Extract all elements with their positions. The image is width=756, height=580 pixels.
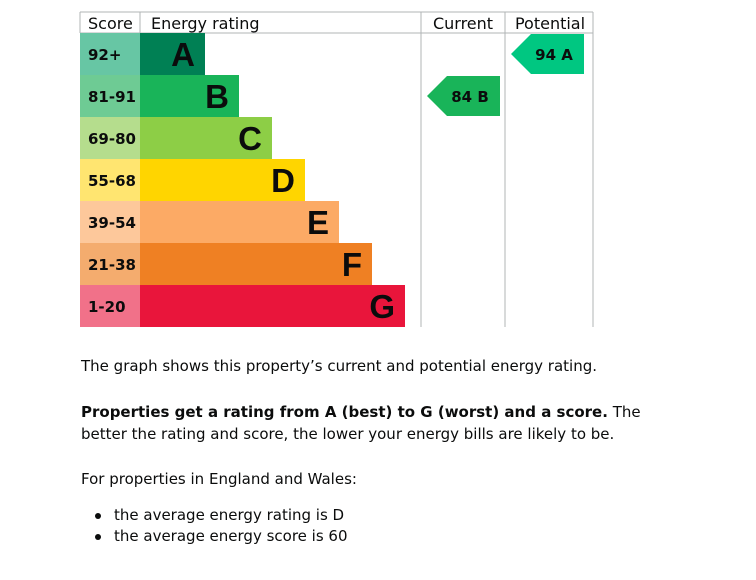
band-letter-c: C xyxy=(238,120,262,157)
band-bar-a xyxy=(140,33,205,75)
band-letter-b: B xyxy=(205,78,229,115)
header-potential: Potential xyxy=(515,14,585,33)
band-letter-f: F xyxy=(342,246,362,283)
header-energy-rating: Energy rating xyxy=(151,14,260,33)
rating-bands: 92+ A 81-91 B 69-80 C 55-68 D 39-54 E 21-38 F 1-20 G xyxy=(80,33,405,327)
score-cell-g xyxy=(80,285,140,327)
header-current: Current xyxy=(433,14,493,33)
band-bar-e xyxy=(140,201,339,243)
score-cell-e xyxy=(80,201,140,243)
score-range-c: 69-80 xyxy=(88,130,136,148)
potential-arrow xyxy=(511,34,584,74)
current-arrow xyxy=(427,76,500,116)
current-arrow-label: 84 B xyxy=(451,88,489,106)
epc-chart: Score Energy rating Current Potential 92… xyxy=(79,11,594,327)
score-range-e: 39-54 xyxy=(88,214,136,232)
score-range-g: 1-20 xyxy=(88,298,126,316)
score-cell-b xyxy=(80,75,140,117)
band-bar-f xyxy=(140,243,372,285)
score-range-d: 55-68 xyxy=(88,172,136,190)
band-bar-c xyxy=(140,117,272,159)
score-range-b: 81-91 xyxy=(88,88,136,106)
header-score: Score xyxy=(88,14,133,33)
rating-explanation-bold: Properties get a rating from A (best) to… xyxy=(81,403,608,421)
score-cell-f xyxy=(80,243,140,285)
average-rating-item: the average energy rating is D xyxy=(92,505,348,526)
score-cell-d xyxy=(80,159,140,201)
rating-explanation-rest: The better the rating and score, the low… xyxy=(81,403,641,443)
graph-description: The graph shows this property’s current … xyxy=(81,357,597,375)
band-bar-b xyxy=(140,75,239,117)
band-letter-e: E xyxy=(307,204,329,241)
band-letter-d: D xyxy=(271,162,295,199)
rating-arrows: 84 B 94 A xyxy=(427,34,584,116)
score-range-f: 21-38 xyxy=(88,256,136,274)
band-letter-a: A xyxy=(171,36,195,73)
rating-explanation: Properties get a rating from A (best) to… xyxy=(81,401,681,445)
potential-arrow-label: 94 A xyxy=(535,46,573,64)
averages-list: the average energy rating is D the avera… xyxy=(92,505,348,547)
average-score-item: the average energy score is 60 xyxy=(92,526,348,547)
band-bar-g xyxy=(140,285,405,327)
score-cell-c xyxy=(80,117,140,159)
band-letter-g: G xyxy=(369,288,395,325)
band-bar-d xyxy=(140,159,305,201)
score-range-a: 92+ xyxy=(88,46,121,64)
england-wales-intro: For properties in England and Wales: xyxy=(81,470,357,488)
score-cell-a xyxy=(80,33,140,75)
